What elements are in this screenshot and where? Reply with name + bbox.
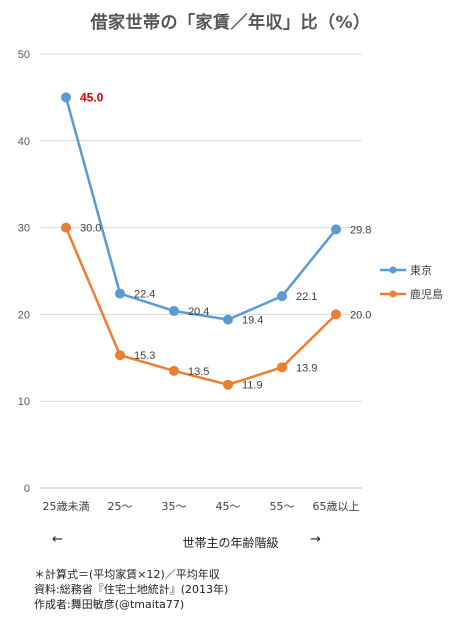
y-tick-label: 10 [18, 396, 30, 408]
series-line-1 [64, 97, 337, 321]
y-tick-label: 50 [18, 49, 30, 61]
data-label: 20.0 [350, 309, 371, 321]
y-tick-label: 0 [24, 483, 30, 495]
chart-title: 借家世帯の「家賃／年収」比（%） [90, 13, 371, 33]
data-label: 15.3 [134, 350, 155, 362]
data-label: 22.1 [296, 291, 317, 303]
x-tick-label: 45〜 [216, 500, 241, 513]
data-point [169, 365, 179, 376]
x-tick-label: 25歳未満 [43, 500, 90, 513]
x-tick-label: 35〜 [162, 500, 187, 513]
x-tick-label: 55〜 [270, 500, 295, 513]
data-point [223, 379, 233, 390]
data-label: 11.9 [242, 380, 263, 392]
data-point [61, 92, 71, 103]
legend-entry: 鹿児島 [410, 287, 443, 301]
x-tick-labels: 25歳未満 25〜 35〜 45〜 55〜 65歳以上 [43, 500, 360, 513]
data-point [277, 291, 287, 302]
x-axis-title: 世帯主の年齢階級 [182, 536, 279, 550]
data-label: 29.8 [350, 224, 371, 236]
legend-entry: 東京 [410, 263, 432, 277]
legend-swatch-marker [389, 266, 397, 274]
data-labels: 45.0 22.4 20.4 19.4 22.1 29.8 30.0 15.3 13.5 11.9… [80, 90, 371, 391]
source-note: 資料:総務省『住宅土地統計』(2013年) [34, 583, 229, 596]
y-tick-labels: 0 10 20 30 40 50 [18, 49, 30, 495]
data-point [277, 362, 287, 373]
x-tick-label: 25〜 [108, 500, 133, 513]
data-point [61, 222, 71, 233]
data-point [331, 309, 341, 320]
data-label: 19.4 [242, 315, 263, 327]
gridlines [40, 53, 362, 489]
data-point [223, 314, 233, 325]
y-tick-label: 40 [18, 136, 30, 148]
data-label: 45.0 [80, 90, 104, 104]
y-tick-label: 20 [18, 309, 30, 321]
x-tick-label: 65歳以上 [313, 500, 360, 513]
formula-note: ＊計算式＝(平均家賃×12)／平均年収 [34, 568, 220, 581]
data-label: 22.4 [134, 289, 155, 301]
data-label: 13.9 [296, 362, 317, 374]
data-label: 13.5 [188, 366, 209, 378]
data-point [169, 305, 179, 316]
data-point [115, 350, 125, 361]
right-arrow: → [310, 532, 321, 547]
data-point [115, 288, 125, 299]
series-layer [61, 92, 341, 390]
y-tick-label: 30 [18, 223, 30, 235]
left-arrow: ← [52, 532, 63, 547]
author-note: 作成者:舞田敏彦(@tmaita77) [34, 598, 185, 611]
legend-swatch-marker [389, 290, 397, 298]
series-line-2 [64, 227, 337, 386]
data-label: 20.4 [188, 306, 209, 318]
data-label: 30.0 [80, 223, 101, 235]
data-point [331, 224, 341, 235]
